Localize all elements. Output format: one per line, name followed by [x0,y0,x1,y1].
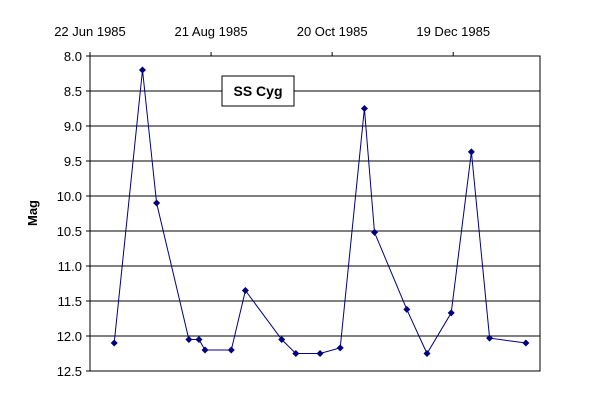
data-point-marker [292,350,300,357]
y-axis-ticks: 8.0 8.5 9.0 9.5 10.0 10.5 11.0 11.5 12.0 12.5 [57,49,90,379]
data-point-marker [110,339,118,347]
data-point-marker [371,228,379,236]
data-point-marker [201,346,209,354]
gridlines [90,55,540,372]
data-point-marker [195,336,203,343]
legend-label: SS Cyg [233,83,282,99]
y-tick-label: 8.5 [64,84,82,99]
y-tick-label: 10.0 [57,189,82,204]
y-tick-label: 12.0 [57,329,82,344]
data-point-marker [486,334,494,342]
data-point-marker [522,339,530,347]
data-point-marker [423,350,431,357]
data-point-marker [336,344,344,352]
x-tick-label: 20 Oct 1985 [297,24,368,39]
series-line [113,69,526,355]
series-ss-cyg [110,66,530,357]
x-tick-label: 22 Jun 1985 [54,24,126,39]
data-point-marker [403,305,411,313]
data-point-marker [185,336,193,343]
x-tick-label: 19 Dec 1985 [416,24,490,39]
y-tick-label: 9.0 [64,119,82,134]
data-point-marker [153,199,161,207]
legend-box: SS Cyg [221,75,295,107]
y-axis-title: Mag [25,200,40,226]
data-point-marker [316,350,324,357]
plot-area-border [89,55,541,372]
data-point-marker [447,309,455,317]
data-point-marker [467,148,475,156]
y-tick-label: 11.5 [58,294,82,309]
data-point-marker [138,66,146,74]
x-tick-label: 21 Aug 1985 [175,24,248,39]
y-tick-label: 8.0 [64,49,82,64]
data-point-marker [278,336,286,343]
data-point-marker [360,105,368,112]
y-tick-label: 9.5 [64,154,82,169]
y-tick-label: 12.5 [57,364,82,379]
x-axis-ticks: 22 Jun 1985 21 Aug 1985 20 Oct 1985 19 Dec … [54,24,490,56]
data-point-marker [241,287,249,294]
y-tick-label: 11.0 [58,259,82,274]
y-tick-label: 10.5 [57,224,82,239]
data-point-marker [227,346,235,354]
